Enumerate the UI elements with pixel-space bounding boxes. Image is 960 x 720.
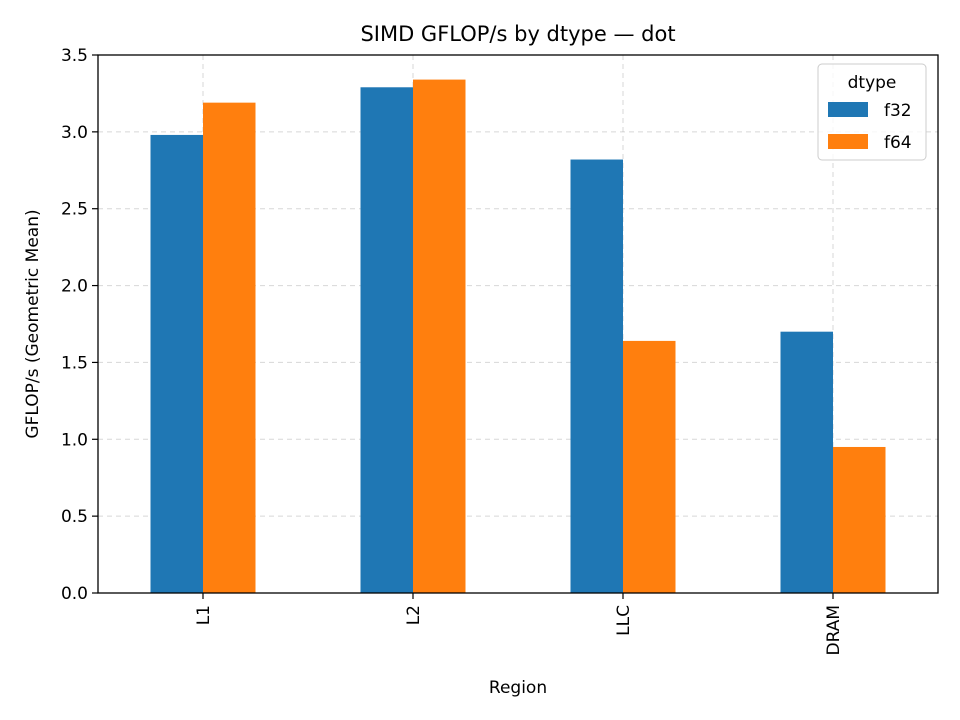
legend-items: f32 f64 — [828, 101, 912, 153]
legend-label-f64: f64 — [884, 133, 912, 153]
legend: dtype f32 f64 — [817, 63, 927, 161]
y-tick-label: 3.5 — [61, 46, 88, 66]
x-tick-label: LLC — [614, 605, 634, 636]
chart-title: SIMD GFLOP/s by dtype — dot — [360, 22, 675, 46]
x-tick-label: L1 — [194, 605, 214, 625]
legend-title: dtype — [848, 73, 897, 93]
x-axis-ticks: L1 L2 LLC DRAM — [194, 593, 844, 656]
plot-frame — [97, 54, 939, 594]
y-tick-label: 0.5 — [61, 507, 88, 527]
y-tick-label: 2.0 — [61, 277, 88, 297]
y-tick-label: 0.0 — [61, 584, 88, 604]
x-tick-label: L2 — [404, 605, 424, 625]
y-tick-label: 1.0 — [61, 430, 88, 450]
x-tick-label: DRAM — [824, 605, 844, 656]
bar-f64-l1 — [203, 102, 256, 593]
y-tick-label: 3.0 — [61, 123, 88, 143]
bar-f32-llc — [570, 159, 623, 594]
bar-f64-l2 — [413, 79, 466, 593]
y-axis-label: GFLOP/s (Geometric Mean) — [23, 209, 43, 438]
legend-swatch-f32 — [828, 102, 868, 117]
bars — [150, 79, 886, 594]
bar-f32-l2 — [360, 87, 413, 593]
y-axis-ticks: 0.0 0.5 1.0 1.5 2.0 2.5 3.0 3.5 — [61, 46, 98, 604]
y-tick-label: 2.5 — [61, 200, 88, 220]
x-axis-label: Region — [489, 678, 547, 698]
legend-swatch-f64 — [828, 134, 868, 149]
bar-f32-dram — [780, 331, 833, 593]
y-tick-label: 1.5 — [61, 353, 88, 373]
bar-f32-l1 — [150, 134, 203, 593]
legend-label-f32: f32 — [884, 101, 912, 121]
bar-f64-dram — [833, 446, 886, 593]
bar-f64-llc — [623, 340, 676, 593]
